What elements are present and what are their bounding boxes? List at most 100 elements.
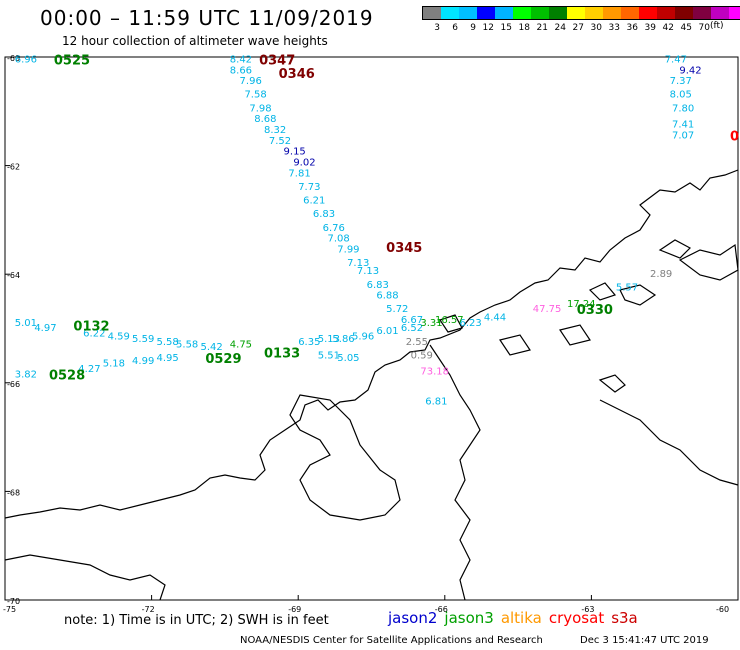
pass-time-label: 0528 <box>49 368 85 383</box>
color-scale-tick: 3 <box>434 23 440 33</box>
coastline-islands-6 <box>439 314 463 333</box>
wave-height-value: 6.22 <box>83 329 105 340</box>
color-scale-tick: 6 <box>452 23 458 33</box>
wave-height-value: 5.58 <box>176 340 198 351</box>
satellite-legend-item: cryosat <box>548 609 605 627</box>
wave-height-value: 6.76 <box>323 223 345 234</box>
wave-height-value: 6.21 <box>303 196 325 207</box>
color-scale-tick: 18 <box>518 23 530 33</box>
color-scale-tick: 15 <box>500 23 512 33</box>
footnote: note: 1) Time is in UTC; 2) SWH is in fe… <box>64 613 329 628</box>
color-swatch <box>675 7 693 19</box>
color-scale-tick: 12 <box>482 23 494 33</box>
x-tick-label: -66 <box>435 605 448 614</box>
satellite-legend: jason2 jason3 altika cryosat s3a <box>388 609 645 627</box>
wave-height-value: 4.95 <box>156 353 178 364</box>
coastline-islands-5 <box>499 334 531 356</box>
color-swatch <box>693 7 711 19</box>
wave-height-value: 7.99 <box>337 244 359 255</box>
wave-height-value: 7.13 <box>347 258 369 269</box>
color-swatch <box>531 7 549 19</box>
wave-height-value: 6.52 <box>401 323 423 334</box>
wave-height-value: 7.96 <box>240 76 262 87</box>
axis-ticks: -60 -62 -64 -66 -68 -70-75 -72 -69 -66 -63 -60 <box>3 54 739 614</box>
wave-height-value: 5.13 <box>318 334 340 345</box>
color-swatch <box>477 7 495 19</box>
altimeter-tracks: 6.96 8.428.667.96 7.58 7.988.688.327.52 7.81… <box>15 54 702 407</box>
x-tick-label: -60 <box>716 605 729 614</box>
y-tick-label: -62 <box>7 163 20 172</box>
map-subtitle: 12 hour collection of altimeter wave hei… <box>62 34 328 48</box>
wave-height-value: 5.96 <box>352 331 374 342</box>
wave-height-value: 8.68 <box>254 114 276 125</box>
color-scale-tick: 27 <box>572 23 584 33</box>
x-tick-label: -72 <box>142 605 155 614</box>
wave-height-value: 0.59 <box>411 350 433 361</box>
pass-time-label: 0529 <box>205 352 241 367</box>
coastline-south <box>4 554 166 601</box>
wave-height-value: 5.59 <box>132 334 154 345</box>
wave-height-value: 17.24 <box>567 299 596 310</box>
wave-height-value: 8.66 <box>230 65 252 76</box>
wave-height-value: 47.75 <box>533 304 562 315</box>
wave-height-value: 6.67 <box>401 315 423 326</box>
wave-height-value: 3.82 <box>15 369 37 380</box>
pass-time-label: 0133 <box>264 347 300 362</box>
wave-height-value: 6.35 <box>298 337 320 348</box>
y-tick-label: -64 <box>7 271 20 280</box>
pass-time-label: 0346 <box>279 67 315 82</box>
wave-height-value: 5.18 <box>103 359 125 370</box>
wave-height-value: 7.41 <box>672 120 694 131</box>
color-swatch <box>639 7 657 19</box>
coastline-islands-3 <box>619 284 657 306</box>
coastline-islands-8 <box>588 282 617 301</box>
wave-height-value: 4.75 <box>230 340 252 351</box>
color-scale-tick: 39 <box>644 23 656 33</box>
wave-height-value: 4.99 <box>132 356 154 367</box>
wave-height-value: 2.55 <box>406 337 428 348</box>
coastline-islands-4 <box>559 324 591 346</box>
wave-height-value: 7.73 <box>298 182 320 193</box>
wave-height-value: 4.59 <box>108 331 130 342</box>
wave-height-value: 3.31 <box>420 318 442 329</box>
color-swatch <box>603 7 621 19</box>
wave-height-value: 5.01 <box>15 318 37 329</box>
pass-time-label: 0330 <box>577 303 613 318</box>
coastline <box>4 169 739 601</box>
color-swatch <box>459 7 477 19</box>
wave-height-value: 6.81 <box>425 397 447 408</box>
wave-height-value: 5.72 <box>386 304 408 315</box>
color-swatch <box>567 7 585 19</box>
wave-height-value: 9.15 <box>284 147 306 158</box>
y-tick-label: -60 <box>7 54 20 63</box>
coastline-right <box>599 399 739 486</box>
coastline-peninsula <box>4 169 739 519</box>
pass-time-label: 0345 <box>386 241 422 256</box>
wave-height-value: 7.58 <box>244 90 266 101</box>
wave-height-value: 6.83 <box>367 280 389 291</box>
color-swatch <box>441 7 459 19</box>
satellite-legend-item: jason2 <box>388 609 438 627</box>
wave-height-value: 8.32 <box>264 125 286 136</box>
map-frame <box>4 56 739 601</box>
color-scale-ticks: 3 6 9 12 15 18 21 24 27 30 33 36 39 42 45 70 <box>422 23 740 33</box>
color-scale-unit: (ft) <box>710 21 724 31</box>
color-scale-tick: 9 <box>470 23 476 33</box>
wave-height-value: 7.08 <box>328 234 350 245</box>
color-swatch <box>711 7 729 19</box>
color-swatch <box>729 7 740 19</box>
satellite-legend-item: altika <box>500 609 542 627</box>
color-swatch <box>657 7 675 19</box>
wave-height-value: 16.57 <box>435 315 464 326</box>
wave-height-value: 7.47 <box>665 54 687 65</box>
pass-time-label: 0347 <box>259 53 295 68</box>
y-tick-label: -70 <box>7 597 20 606</box>
color-swatch <box>549 7 567 19</box>
y-tick-label: -66 <box>7 380 20 389</box>
wave-height-value: 7.13 <box>357 266 379 277</box>
wave-height-value: 7.81 <box>288 168 310 179</box>
color-scale-tick: 33 <box>608 23 620 33</box>
wave-height-value: 5.51 <box>318 350 340 361</box>
wave-height-value: 5.86 <box>332 334 354 345</box>
